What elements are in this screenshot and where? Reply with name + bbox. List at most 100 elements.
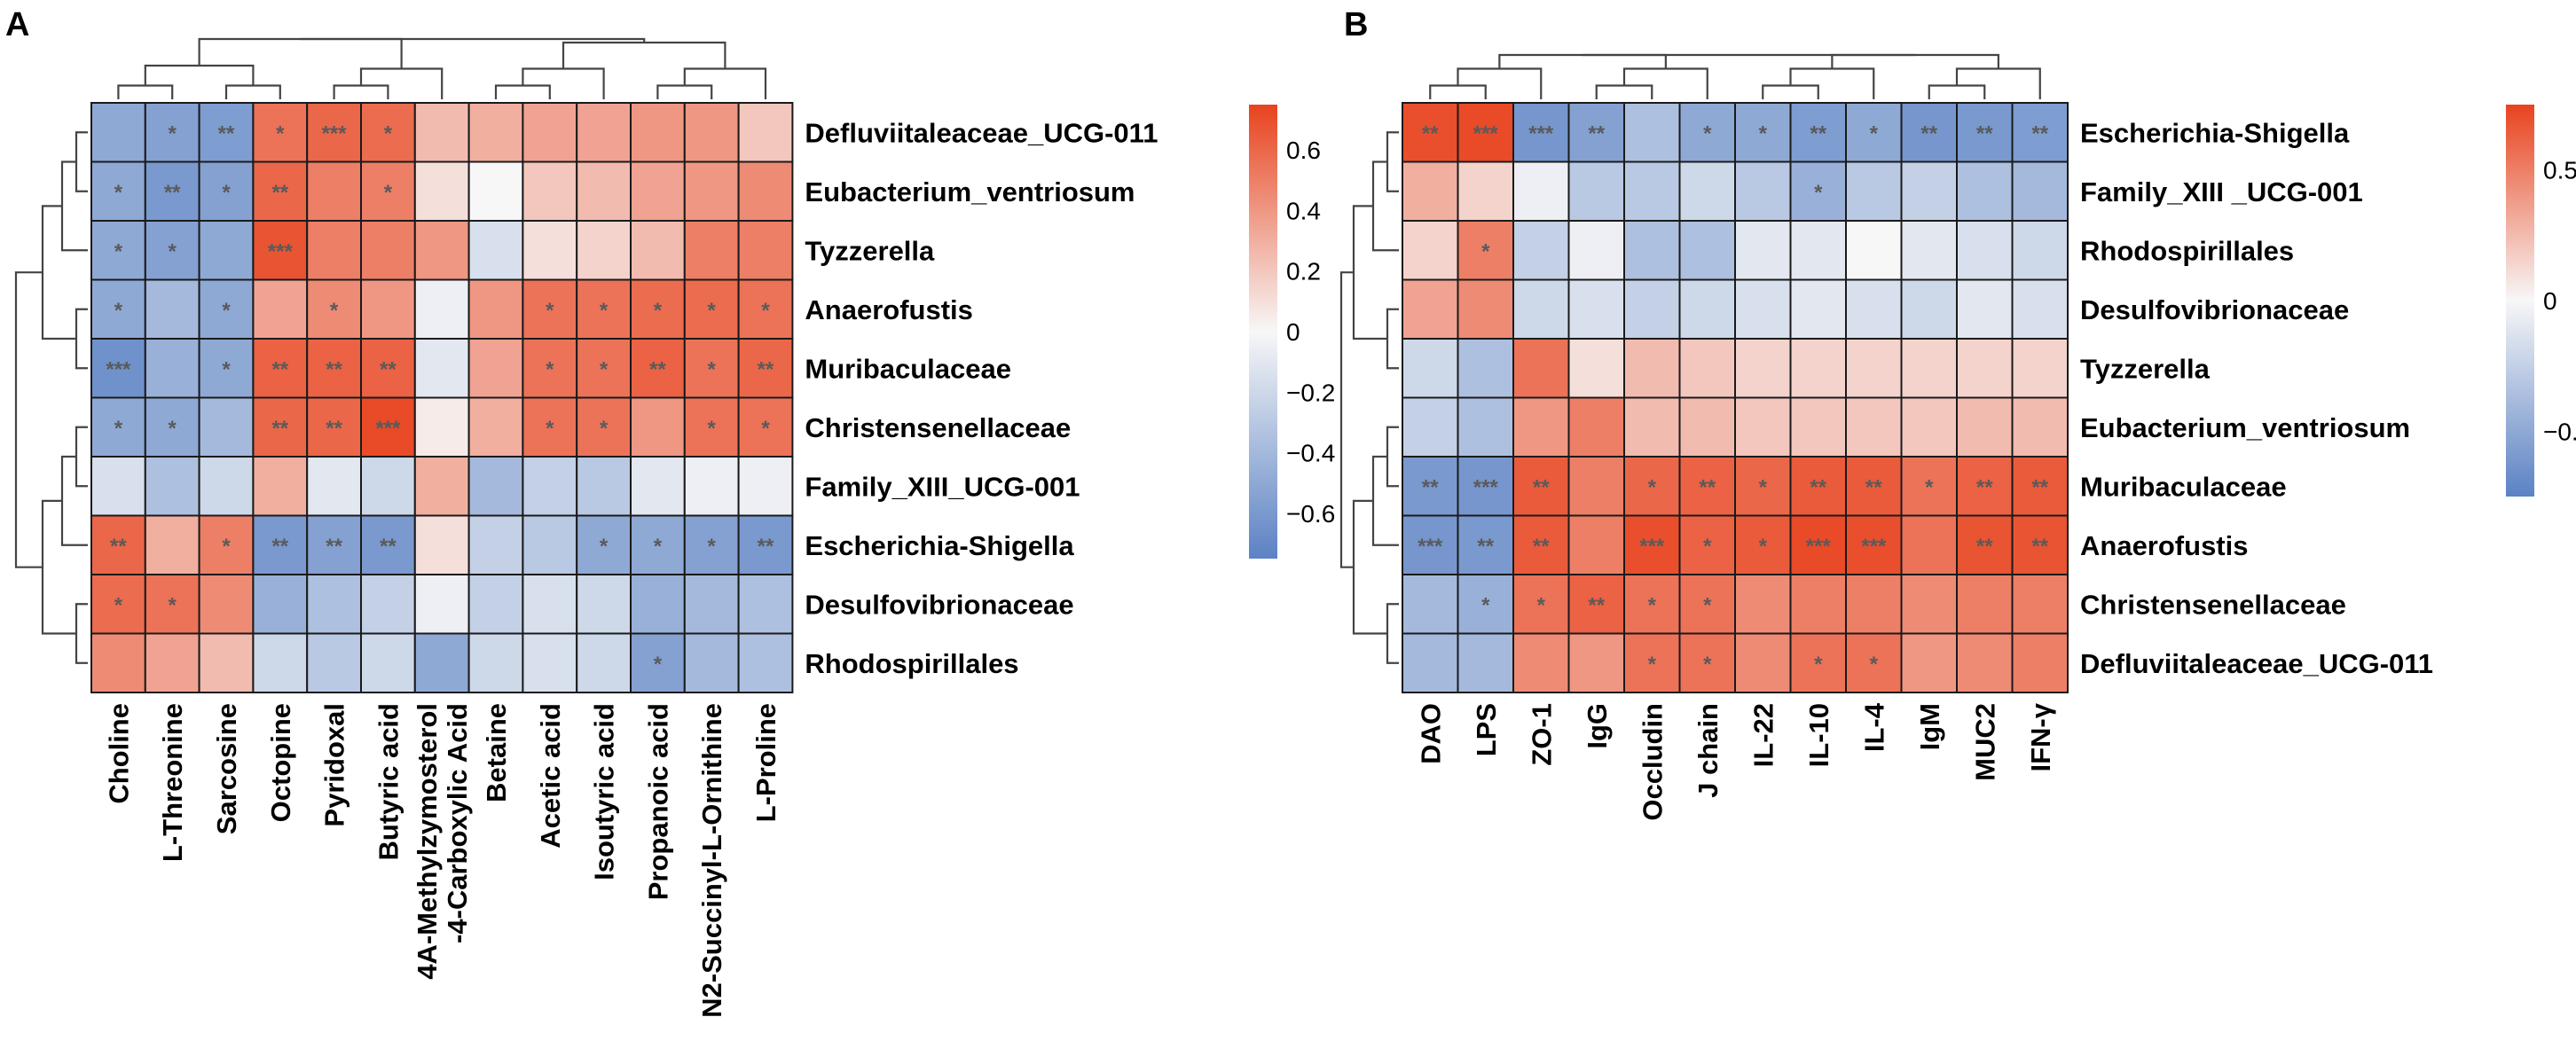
column-label-B-5: J chain <box>1692 703 1724 798</box>
heatmap-cell-A-6-12 <box>737 456 794 517</box>
svg-text:IgM: IgM <box>1914 703 1945 750</box>
heatmap-cell-B-3-11 <box>2011 278 2069 340</box>
significance-mark-A-1-5: * <box>384 181 393 205</box>
heatmap-cell-B-8-0 <box>1402 574 1459 635</box>
heatmap-cell-B-7-1 <box>1457 514 1514 575</box>
heatmap-cell-A-4-7 <box>467 338 524 399</box>
heatmap-cell-B-5-7 <box>1789 396 1847 458</box>
heatmap-cell-A-9-4 <box>306 632 363 693</box>
column-label-B-11: IFN-γ <box>2025 702 2056 771</box>
significance-mark-A-0-2: ** <box>218 121 235 145</box>
heatmap-cell-A-8-8 <box>522 574 578 635</box>
significance-mark-B-6-2: ** <box>1533 475 1550 499</box>
heatmap-cell-B-9-4 <box>1623 632 1681 693</box>
heatmap-cell-A-1-10 <box>630 160 686 222</box>
heatmap-cell-B-4-4 <box>1623 338 1681 399</box>
significance-mark-A-5-0: * <box>114 417 123 441</box>
heatmap-cell-A-2-7 <box>467 220 524 281</box>
significance-mark-A-7-9: * <box>600 535 609 559</box>
significance-mark-A-8-0: * <box>114 593 123 617</box>
column-label-B-7: IL-10 <box>1803 703 1834 767</box>
column-label-A-9: Isoutyric acid <box>589 703 620 880</box>
heatmap-cell-A-4-10 <box>630 338 686 399</box>
heatmap-cell-B-2-4 <box>1623 220 1681 281</box>
significance-mark-A-7-11: * <box>708 535 717 559</box>
heatmap-cell-A-3-10 <box>630 278 686 340</box>
heatmap-cell-B-0-3 <box>1567 102 1625 163</box>
svg-text:Sarcosine: Sarcosine <box>211 703 242 834</box>
svg-text:J chain: J chain <box>1692 703 1724 798</box>
column-label-A-10: Propanoic acid <box>642 703 673 900</box>
heatmap-cell-B-6-11 <box>2011 456 2069 517</box>
column-label-B-2: ZO-1 <box>1526 703 1557 766</box>
heatmap-cell-B-2-7 <box>1789 220 1847 281</box>
significance-mark-B-0-9: ** <box>1920 121 1937 145</box>
significance-mark-A-3-10: * <box>654 299 663 323</box>
heatmap-cell-A-8-6 <box>413 574 470 635</box>
significance-mark-A-5-1: * <box>169 417 177 441</box>
column-label-A-0: Choline <box>103 703 134 804</box>
significance-mark-A-0-1: * <box>169 121 177 145</box>
row-label-A-7: Escherichia-Shigella <box>805 530 1074 561</box>
significance-mark-B-6-4: * <box>1648 475 1657 499</box>
heatmap-cell-B-7-6 <box>1734 514 1792 575</box>
heatmap-cell-B-1-6 <box>1734 160 1792 222</box>
heatmap-cell-A-8-5 <box>360 574 416 635</box>
heatmap-cell-B-1-3 <box>1567 160 1625 222</box>
heatmap-cell-B-4-2 <box>1512 338 1570 399</box>
svg-text:Pyridoxal: Pyridoxal <box>319 703 350 827</box>
heatmap-cell-B-9-2 <box>1512 632 1570 693</box>
heatmap-cell-B-6-9 <box>1900 456 1958 517</box>
significance-mark-B-7-1: ** <box>1477 535 1494 559</box>
heatmap-cell-A-6-2 <box>198 456 255 517</box>
heatmap-cell-B-3-7 <box>1789 278 1847 340</box>
heatmap-cell-B-2-9 <box>1900 220 1958 281</box>
heatmap-cell-A-6-6 <box>413 456 470 517</box>
heatmap-cell-B-2-2 <box>1512 220 1570 281</box>
significance-mark-B-8-3: ** <box>1588 593 1605 617</box>
heatmap-cell-B-9-1 <box>1457 632 1514 693</box>
heatmap-cell-A-1-9 <box>576 160 632 222</box>
heatmap-cell-B-9-3 <box>1567 632 1625 693</box>
heatmap-cell-A-7-7 <box>467 514 524 575</box>
column-label-B-10: MUC2 <box>1969 703 2000 781</box>
heatmap-cell-A-5-2 <box>198 396 255 458</box>
significance-mark-A-1-0: * <box>114 181 123 205</box>
heatmap-cell-B-5-9 <box>1900 396 1958 458</box>
significance-mark-A-5-12: * <box>761 417 770 441</box>
heatmap-cell-A-7-10 <box>630 514 686 575</box>
heatmap-cell-B-2-0 <box>1402 220 1459 281</box>
significance-mark-A-4-10: ** <box>649 357 666 381</box>
svg-text:Acetic acid: Acetic acid <box>535 703 566 849</box>
heatmap-cell-A-8-4 <box>306 574 363 635</box>
heatmap-cell-A-2-9 <box>576 220 632 281</box>
heatmap-cell-A-8-0 <box>90 574 146 635</box>
significance-mark-A-4-4: ** <box>326 357 342 381</box>
svg-text:Butyric acid: Butyric acid <box>373 703 404 860</box>
svg-text:Betaine: Betaine <box>481 703 512 802</box>
heatmap-cell-A-5-6 <box>413 396 470 458</box>
significance-mark-B-6-0: ** <box>1422 475 1439 499</box>
significance-mark-A-4-8: * <box>546 357 554 381</box>
column-label-A-1: L-Threonine <box>157 703 188 862</box>
heatmap-cell-A-6-7 <box>467 456 524 517</box>
significance-mark-B-8-2: * <box>1537 593 1546 617</box>
significance-mark-A-7-10: * <box>654 535 663 559</box>
heatmap-cell-A-3-1 <box>144 278 200 340</box>
heatmap-cell-B-8-8 <box>1845 574 1903 635</box>
significance-mark-B-0-2: *** <box>1528 121 1554 145</box>
significance-mark-A-7-2: * <box>222 535 231 559</box>
heatmap-cell-A-7-8 <box>522 514 578 575</box>
row-dendrogram-B <box>1339 131 1399 664</box>
svg-text:Occludin: Occludin <box>1637 703 1668 821</box>
heatmap-cell-A-3-11 <box>683 278 740 340</box>
heatmap-cell-B-5-6 <box>1734 396 1792 458</box>
significance-mark-B-7-2: ** <box>1533 535 1550 559</box>
heatmap-cell-B-4-9 <box>1900 338 1958 399</box>
heatmap-cell-B-7-3 <box>1567 514 1625 575</box>
heatmap-cell-B-9-11 <box>2011 632 2069 693</box>
significance-mark-B-6-10: ** <box>1976 475 1993 499</box>
significance-mark-B-8-5: * <box>1703 593 1712 617</box>
heatmap-cell-A-2-8 <box>522 220 578 281</box>
significance-mark-B-7-7: *** <box>1806 535 1832 559</box>
